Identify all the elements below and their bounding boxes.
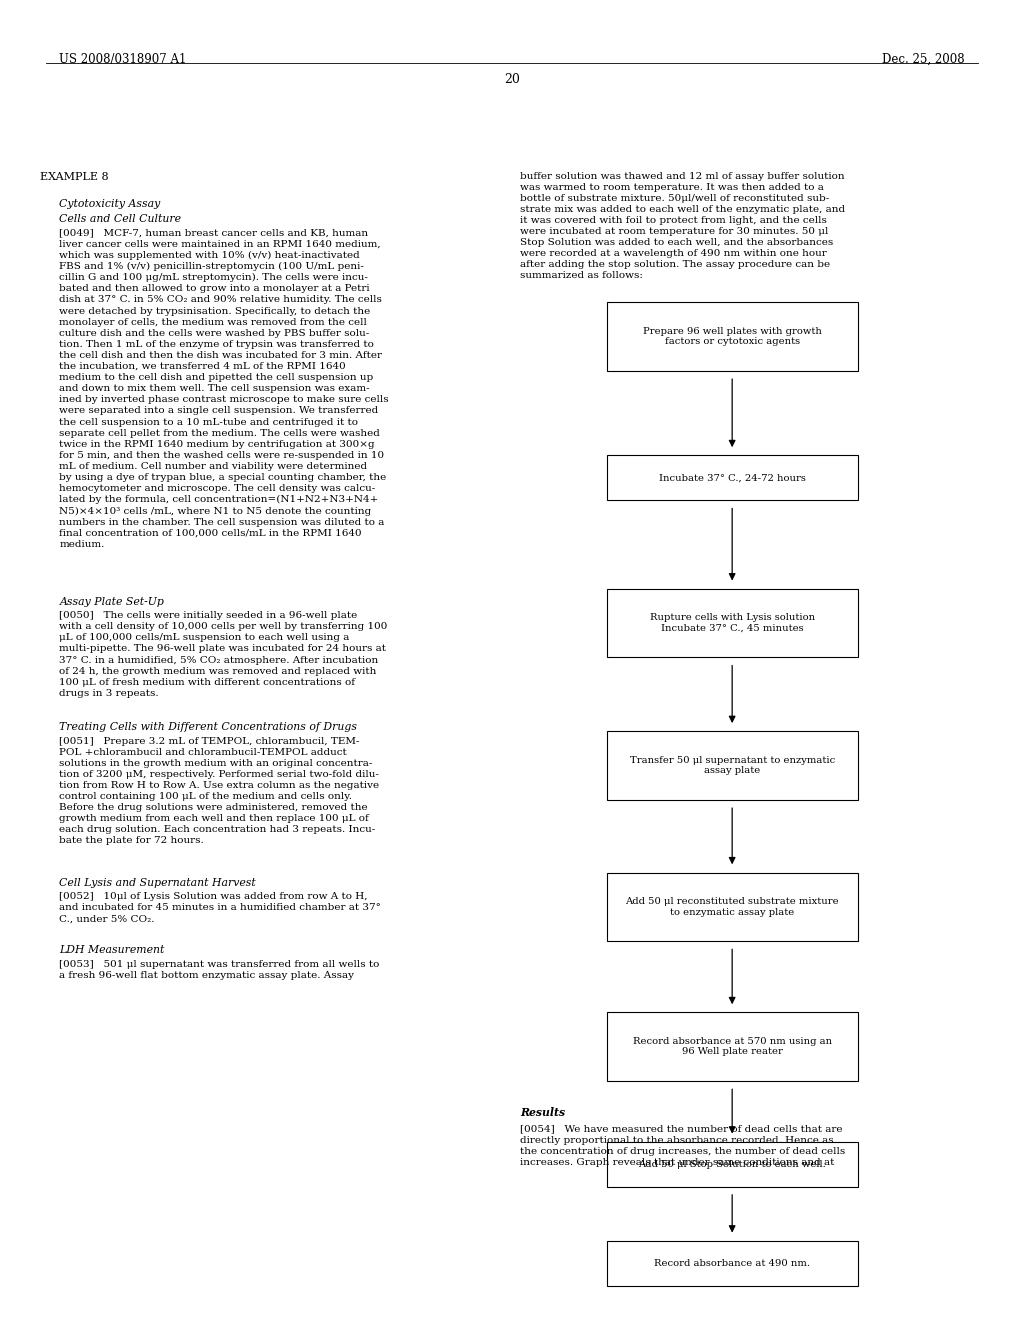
Text: Dec. 25, 2008: Dec. 25, 2008 — [882, 53, 965, 66]
Text: Results: Results — [520, 1107, 565, 1118]
Text: US 2008/0318907 A1: US 2008/0318907 A1 — [59, 53, 186, 66]
Text: Prepare 96 well plates with growth
factors or cytotoxic agents: Prepare 96 well plates with growth facto… — [643, 327, 821, 346]
Text: [0053]   501 μl supernatant was transferred from all wells to
a fresh 96-well fl: [0053] 501 μl supernatant was transferre… — [59, 960, 380, 979]
Text: 20: 20 — [504, 73, 520, 86]
Text: Add 50 μl reconstituted substrate mixture
to enzymatic assay plate: Add 50 μl reconstituted substrate mixtur… — [626, 898, 839, 916]
Text: Cells and Cell Culture: Cells and Cell Culture — [59, 214, 181, 224]
Text: [0051]   Prepare 3.2 mL of TEMPOL, chlorambucil, TEM-
POL +chlorambucil and chlo: [0051] Prepare 3.2 mL of TEMPOL, chloram… — [59, 737, 380, 845]
Text: Treating Cells with Different Concentrations of Drugs: Treating Cells with Different Concentrat… — [59, 722, 357, 733]
Text: buffer solution was thawed and 12 ml of assay buffer solution
was warmed to room: buffer solution was thawed and 12 ml of … — [520, 172, 846, 281]
Text: [0052]   10μl of Lysis Solution was added from row A to H,
and incubated for 45 : [0052] 10μl of Lysis Solution was added … — [59, 892, 381, 924]
Text: [0050]   The cells were initially seeded in a 96-well plate
with a cell density : [0050] The cells were initially seeded i… — [59, 611, 388, 698]
Text: Add 50 μl Stop Solution to each well.: Add 50 μl Stop Solution to each well. — [638, 1160, 826, 1168]
Text: Record absorbance at 490 nm.: Record absorbance at 490 nm. — [654, 1259, 810, 1267]
Text: Rupture cells with Lysis solution
Incubate 37° C., 45 minutes: Rupture cells with Lysis solution Incuba… — [649, 614, 815, 632]
Text: [0049]   MCF-7, human breast cancer cells and KB, human
liver cancer cells were : [0049] MCF-7, human breast cancer cells … — [59, 228, 389, 549]
Text: LDH Measurement: LDH Measurement — [59, 945, 165, 956]
Text: Record absorbance at 570 nm using an
96 Well plate reater: Record absorbance at 570 nm using an 96 … — [633, 1038, 831, 1056]
Text: Cytotoxicity Assay: Cytotoxicity Assay — [59, 199, 161, 210]
Text: Transfer 50 μl supernatant to enzymatic
assay plate: Transfer 50 μl supernatant to enzymatic … — [630, 756, 835, 775]
Text: Assay Plate Set-Up: Assay Plate Set-Up — [59, 597, 164, 607]
Text: EXAMPLE 8: EXAMPLE 8 — [40, 172, 110, 182]
Text: Incubate 37° C., 24-72 hours: Incubate 37° C., 24-72 hours — [658, 474, 806, 482]
Text: Cell Lysis and Supernatant Harvest: Cell Lysis and Supernatant Harvest — [59, 878, 256, 888]
Text: [0054]   We have measured the number of dead cells that are
directly proportiona: [0054] We have measured the number of de… — [520, 1125, 846, 1167]
